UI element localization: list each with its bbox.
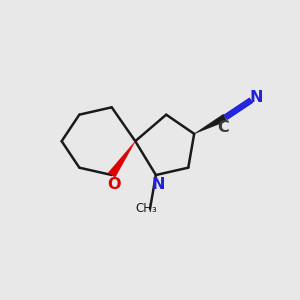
Text: C: C [217,120,229,135]
Text: O: O [107,177,121,192]
Text: N: N [249,90,263,105]
Polygon shape [108,141,135,177]
Polygon shape [194,114,227,134]
Text: N: N [152,177,165,192]
Text: CH₃: CH₃ [136,202,157,215]
